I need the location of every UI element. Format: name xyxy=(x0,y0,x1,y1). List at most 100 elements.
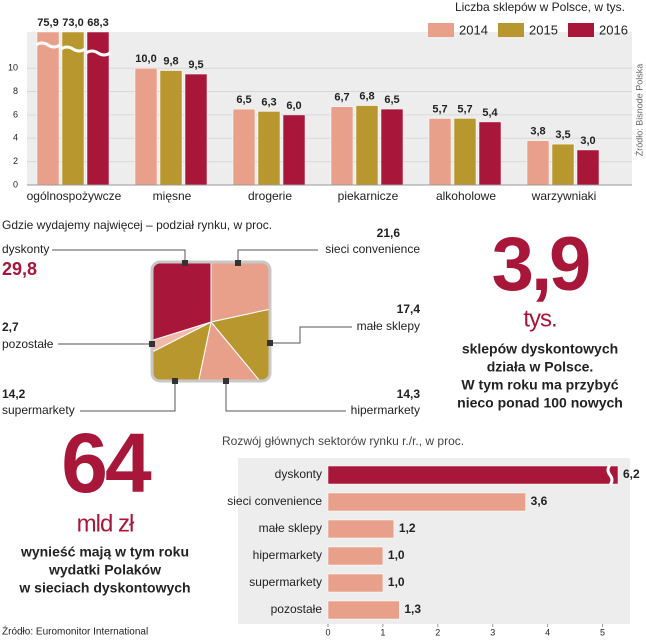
value-label: 3,5 xyxy=(555,129,570,141)
bar xyxy=(453,118,477,186)
value-label: 73,0 xyxy=(62,17,83,29)
leader-marker xyxy=(223,378,229,384)
y-tick-label: 10 xyxy=(8,63,18,73)
bar xyxy=(380,108,404,186)
value-label: 1,0 xyxy=(388,575,405,589)
bar xyxy=(61,31,85,186)
bar xyxy=(184,73,208,186)
bar xyxy=(330,106,354,186)
y-tick-label: sieci convenience xyxy=(227,494,322,508)
x-tick-label: 1 xyxy=(380,627,385,637)
legend-swatch xyxy=(498,23,524,37)
legend-label: 2015 xyxy=(529,22,558,37)
axis-break xyxy=(606,464,614,486)
y-tick-label: supermarkety xyxy=(249,575,322,589)
highlight-text: nieco ponad 100 nowych xyxy=(457,395,623,411)
x-tick-label: ogólnospożywcze xyxy=(27,189,122,203)
value-label: 10,0 xyxy=(135,53,156,65)
slice-name: pozostałe xyxy=(2,337,54,351)
highlight-unit: mld zł xyxy=(77,510,135,537)
value-label: 6,5 xyxy=(384,94,399,106)
value-label: 3,8 xyxy=(530,126,545,138)
legend-label: 2014 xyxy=(459,22,488,37)
leader-line xyxy=(52,249,186,263)
value-label: 5,7 xyxy=(457,103,472,115)
x-tick-label: alkoholowe xyxy=(436,189,496,203)
leader-marker xyxy=(172,378,178,384)
highlight-number: 3,9 xyxy=(492,222,589,307)
leader-line xyxy=(225,381,346,412)
leader-marker xyxy=(267,340,273,346)
pie-slice xyxy=(152,321,212,378)
plot-background xyxy=(238,458,630,624)
x-tick-label: 5 xyxy=(600,627,605,637)
leader-marker xyxy=(149,341,155,347)
bar xyxy=(327,546,384,566)
bar xyxy=(355,105,379,186)
y-tick-label: pozostałe xyxy=(271,602,323,616)
bar xyxy=(428,118,452,186)
slice-value-label: 14,3 xyxy=(397,387,421,401)
value-label: 75,9 xyxy=(37,17,58,29)
slice-name: dyskonty xyxy=(2,242,49,256)
slice-value-label: 17,4 xyxy=(397,302,421,316)
y-tick-label: 2 xyxy=(13,156,18,166)
pie-slice xyxy=(210,262,270,323)
y-tick-label: hipermarkety xyxy=(253,548,322,562)
highlight-text: sklepów dyskontowych xyxy=(462,341,618,357)
highlight-text: W tym roku ma przybyć xyxy=(461,377,618,393)
bar xyxy=(327,465,619,485)
bar xyxy=(526,140,550,186)
highlight-text: działa w Polsce. xyxy=(487,359,594,375)
legend-swatch xyxy=(428,23,454,37)
value-label: 6,0 xyxy=(286,100,301,112)
highlight-number: 64 xyxy=(61,416,152,510)
legend-swatch xyxy=(568,23,594,37)
x-tick-label: drogerie xyxy=(248,189,292,203)
bar xyxy=(282,114,306,186)
value-label: 1,3 xyxy=(404,602,421,616)
pie-slice xyxy=(185,320,270,381)
slice-name: hipermarkety xyxy=(351,403,420,417)
axis-break xyxy=(85,49,111,57)
slice-name: supermarkety xyxy=(2,403,75,417)
source-note: Źródło: Bisnode Polska xyxy=(634,64,644,157)
chart-title: Liczba sklepów w Polsce, w tys. xyxy=(455,0,625,14)
bar xyxy=(576,149,600,186)
x-tick-label: 2 xyxy=(435,627,440,637)
x-tick-label: 3 xyxy=(490,627,495,637)
value-label: 68,3 xyxy=(87,17,108,29)
bar xyxy=(134,67,158,186)
leader-line xyxy=(270,326,352,344)
value-label: 5,4 xyxy=(482,107,498,119)
leader-line xyxy=(80,381,176,412)
source: Źródło: Euromonitor International xyxy=(2,625,148,638)
bar xyxy=(327,519,395,539)
value-label: 6,8 xyxy=(359,90,374,102)
x-tick-label: 0 xyxy=(325,627,330,637)
highlight-unit: tys. xyxy=(523,305,556,332)
bar xyxy=(159,70,183,186)
bar xyxy=(551,143,575,186)
bar xyxy=(478,121,502,186)
slice-value-label: 2,7 xyxy=(2,320,19,334)
bar xyxy=(257,111,281,186)
pie-slice xyxy=(152,262,212,359)
bar xyxy=(327,600,400,620)
pie-frame xyxy=(150,260,272,383)
x-tick-label: warzywniaki xyxy=(531,189,597,203)
leader-marker xyxy=(235,260,241,266)
value-label: 6,5 xyxy=(236,94,251,106)
slice-value-label: 21,6 xyxy=(377,226,401,240)
y-tick-label: dyskonty xyxy=(275,467,322,481)
pie xyxy=(152,262,270,381)
bar xyxy=(36,31,60,186)
highlight-text: wynieść mają w tym roku xyxy=(20,544,189,560)
value-label: 1,0 xyxy=(388,548,405,562)
y-tick-label: 8 xyxy=(13,86,18,96)
y-tick-label: 6 xyxy=(13,109,18,119)
value-label: 6,7 xyxy=(334,92,349,104)
legend-label: 2016 xyxy=(599,22,628,37)
axis-break xyxy=(35,41,61,49)
